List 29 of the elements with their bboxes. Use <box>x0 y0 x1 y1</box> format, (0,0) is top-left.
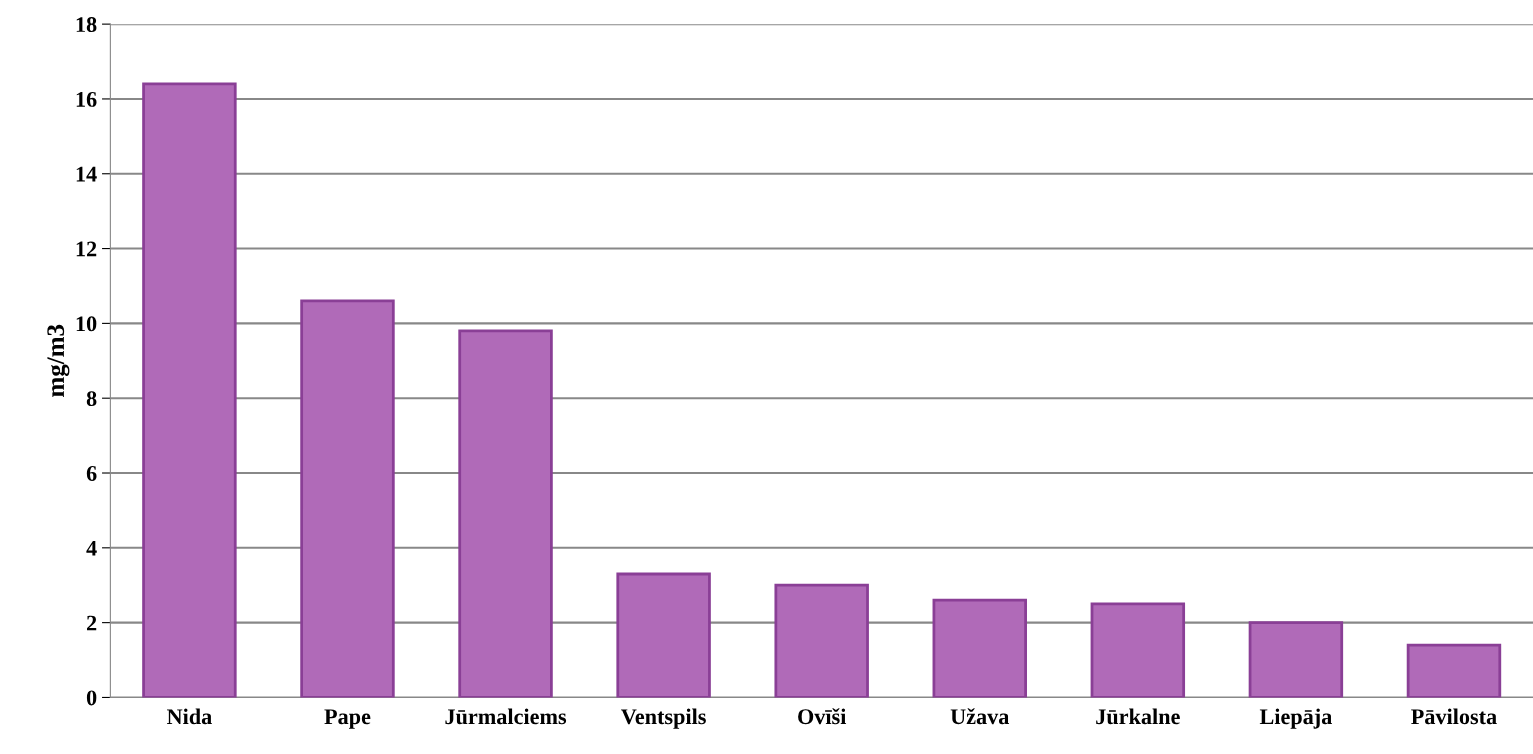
y-tick-label: 8 <box>86 391 97 407</box>
bar <box>616 572 711 698</box>
x-tick-label: Ventspils <box>621 708 706 729</box>
y-tick-label: 2 <box>87 615 97 631</box>
bar <box>458 329 553 698</box>
x-tick-label: Pape <box>324 709 371 729</box>
x-tick-label: Nida <box>166 708 212 725</box>
y-tick-label: 14 <box>76 166 97 182</box>
bar <box>774 583 869 698</box>
bar <box>1406 643 1502 698</box>
bar <box>1090 602 1186 698</box>
x-tick-label: Jūrmalciems <box>445 708 567 725</box>
y-axis-title: mg/m3 <box>47 324 70 397</box>
y-tick-label: 4 <box>86 540 97 556</box>
x-tick-label: Jūrkalne <box>1096 708 1180 725</box>
y-tick-label: 6 <box>86 466 97 481</box>
bar <box>1248 621 1344 698</box>
bar <box>300 299 395 698</box>
y-tick-label: 16 <box>76 91 97 107</box>
y-tick-label: 12 <box>76 241 97 257</box>
y-tick-label: 0 <box>86 690 97 706</box>
bar <box>142 82 237 698</box>
x-tick-label: Liepāja <box>1259 708 1332 729</box>
x-tick-label: Užava <box>950 708 1010 725</box>
x-tick-label: Pāvilosta <box>1411 708 1497 725</box>
y-tick-label: 10 <box>76 316 97 332</box>
bar <box>932 598 1027 698</box>
x-tick-label: Ovīši <box>798 708 847 725</box>
y-tick-label: 18 <box>76 17 97 33</box>
